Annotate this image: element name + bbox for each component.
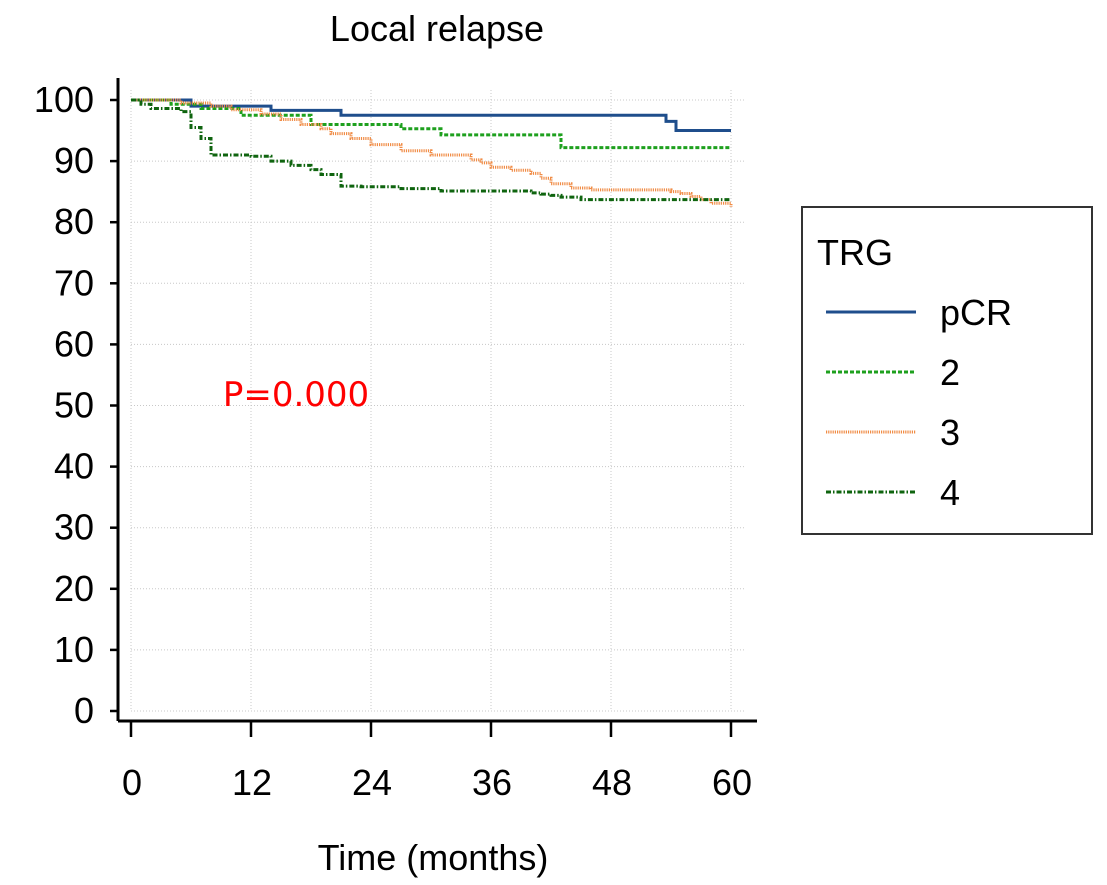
legend-label-pCR: pCR xyxy=(940,292,1012,333)
x-tick-label: 48 xyxy=(592,762,632,803)
x-tick-label: 36 xyxy=(472,762,512,803)
y-tick-label: 30 xyxy=(54,507,94,548)
chart-title: Local relapse xyxy=(330,8,544,49)
y-tick-label: 10 xyxy=(54,629,94,670)
y-tick-label: 20 xyxy=(54,568,94,609)
legend-label-2: 2 xyxy=(940,352,960,393)
p-value-annotation: P=0.000 xyxy=(223,375,369,415)
series-lines xyxy=(131,98,733,207)
x-tick-label: 0 xyxy=(122,762,142,803)
y-tick-label: 70 xyxy=(54,262,94,303)
x-tick-label: 12 xyxy=(232,762,272,803)
series-line-4 xyxy=(131,98,731,202)
legend-title: TRG xyxy=(817,232,893,273)
series-line-3 xyxy=(131,98,733,207)
y-tick-label: 100 xyxy=(34,79,94,120)
y-tick-label: 80 xyxy=(54,201,94,242)
legend-items: pCR 2 3 4 xyxy=(826,292,1012,513)
y-tick-label: 0 xyxy=(74,690,94,731)
grid xyxy=(130,90,745,712)
series-line-2 xyxy=(131,98,731,150)
axes: 0 10 20 30 40 50 60 70 80 90 100 0 12 24 36 48 60 xyxy=(34,78,757,803)
y-tick-label: 60 xyxy=(54,323,94,364)
legend: TRG pCR 2 3 4 xyxy=(801,206,1093,535)
legend-label-4: 4 xyxy=(940,472,960,513)
y-tick-label: 90 xyxy=(54,140,94,181)
x-tick-label: 60 xyxy=(712,762,752,803)
x-tick-label: 24 xyxy=(352,762,392,803)
legend-label-3: 3 xyxy=(940,412,960,453)
y-tick-label: 50 xyxy=(54,385,94,426)
y-tick-label: 40 xyxy=(54,446,94,487)
series-line-pCR xyxy=(131,98,731,133)
x-axis-label: Time (months) xyxy=(318,837,549,878)
